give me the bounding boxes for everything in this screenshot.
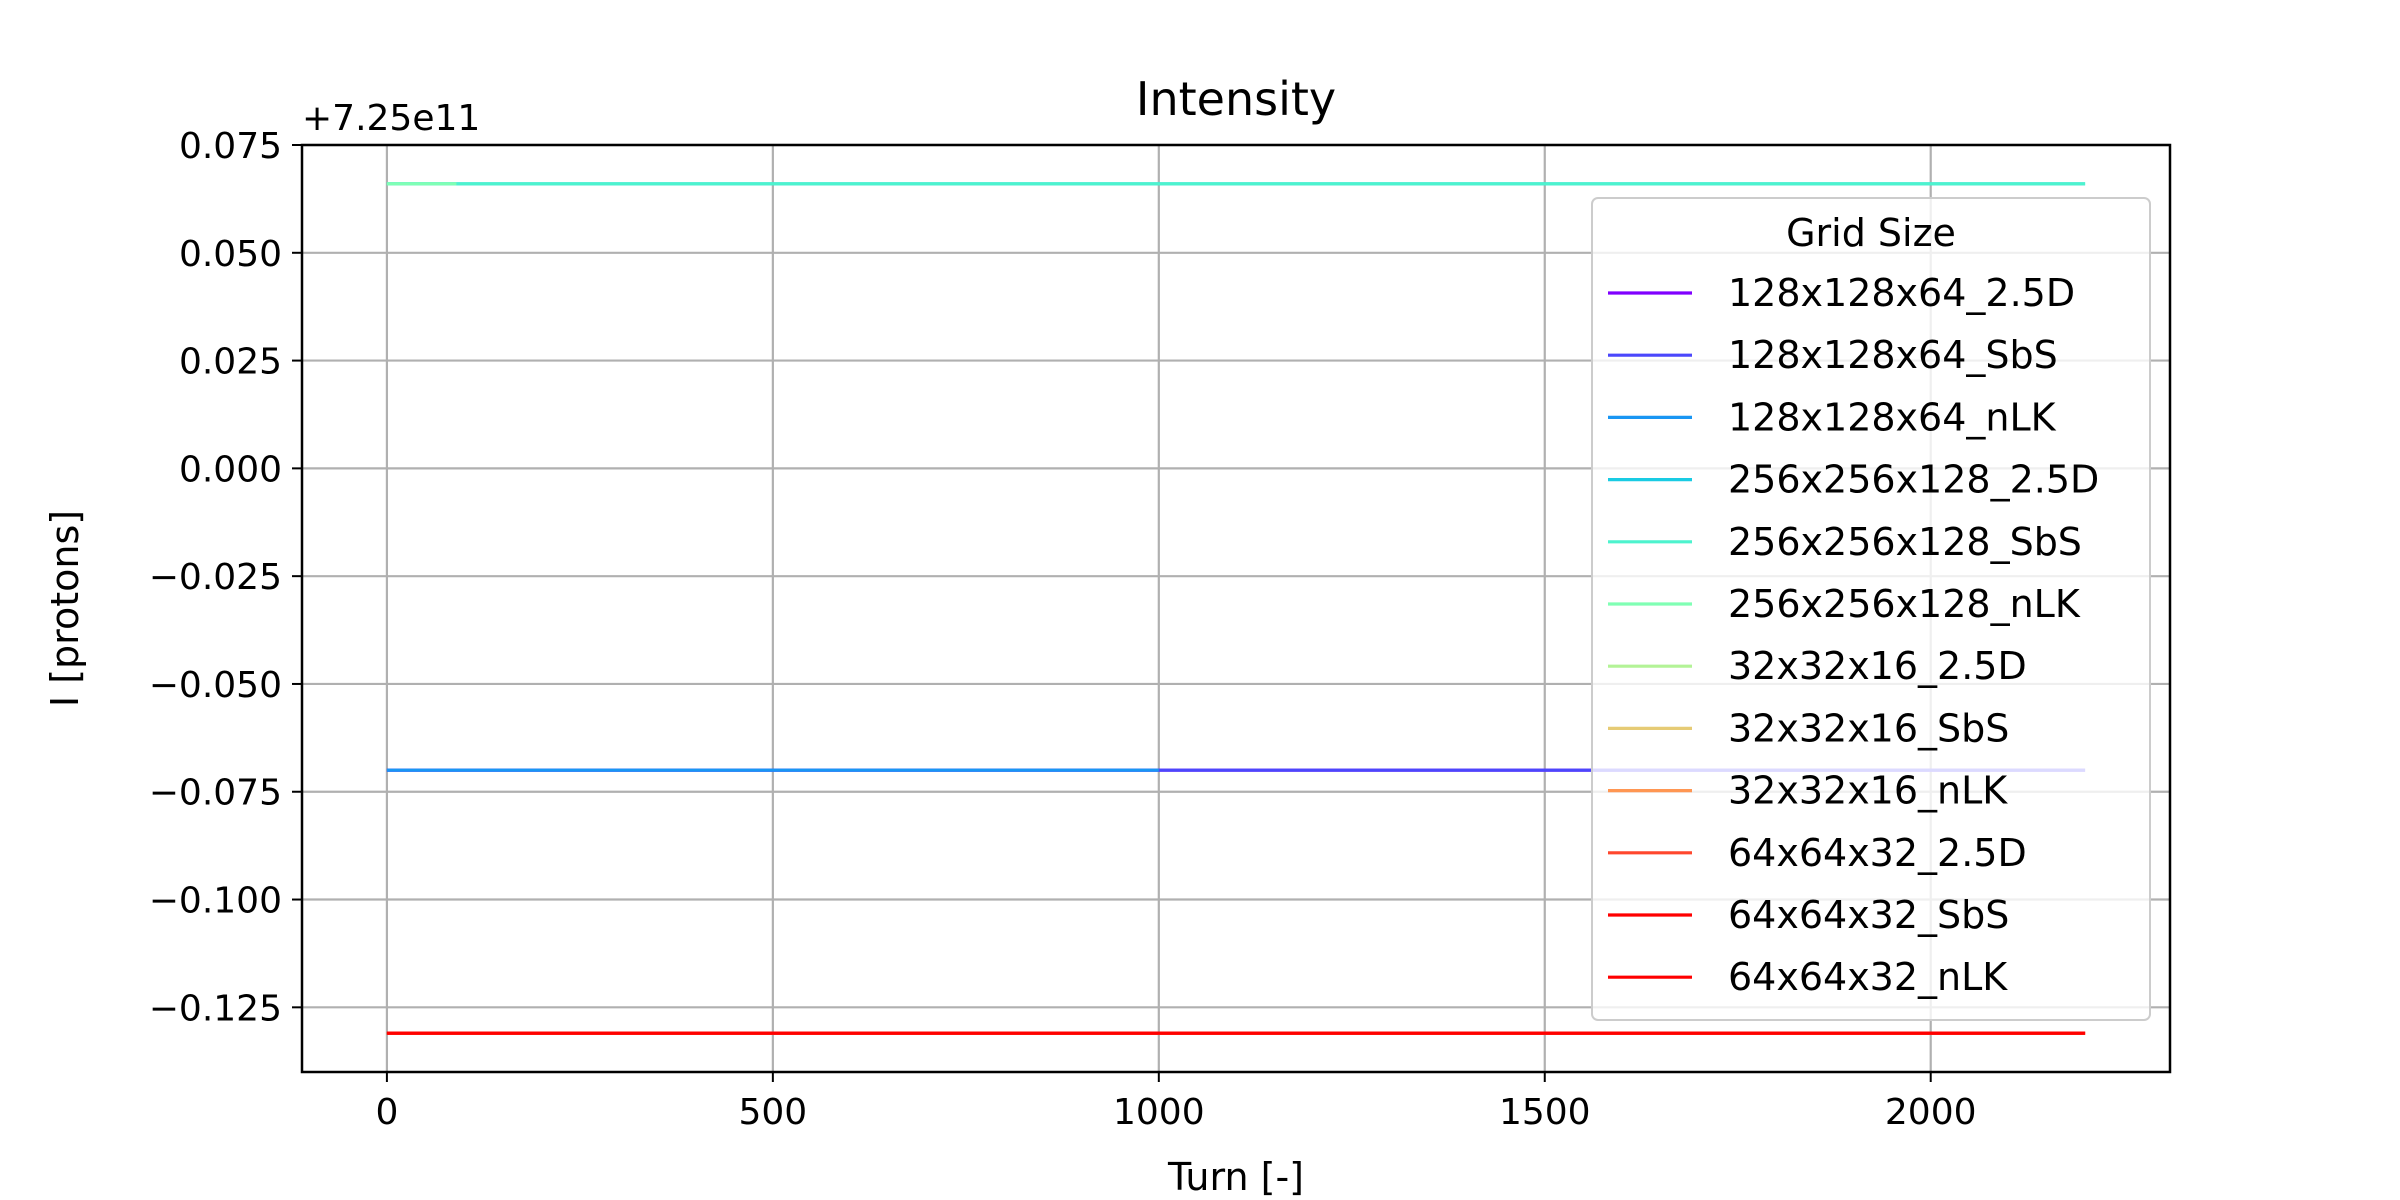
legend-title: Grid Size [1786,211,1956,255]
legend-label: 128x128x64_2.5D [1728,271,2075,315]
legend-item: 32x32x16_nLK [1608,769,2008,813]
legend-item: 128x128x64_2.5D [1608,271,2075,315]
y-tick-label: −0.100 [149,881,282,922]
legend-label: 256x256x128_2.5D [1728,458,2099,502]
legend-item: 64x64x32_nLK [1608,955,2008,999]
legend-item: 32x32x16_SbS [1608,706,2009,750]
y-axis-offset-label: +7.25e11 [302,98,480,139]
legend-label: 64x64x32_SbS [1728,893,2009,937]
x-axis-ticks: 0 500 1000 1500 2000 [375,1072,1977,1133]
y-axis-label: I [protons] [43,510,87,707]
legend-label: 32x32x16_nLK [1728,769,2008,813]
y-tick-label: −0.025 [149,557,282,598]
legend-item: 64x64x32_SbS [1608,893,2009,937]
y-tick-label: 0.025 [179,342,282,383]
x-tick-label: 1500 [1499,1092,1591,1133]
x-tick-label: 500 [739,1092,808,1133]
x-tick-label: 1000 [1113,1092,1205,1133]
legend-label: 64x64x32_nLK [1728,955,2008,999]
x-tick-label: 2000 [1885,1092,1977,1133]
legend-label: 128x128x64_SbS [1728,333,2058,377]
legend-item: 256x256x128_nLK [1608,582,2081,626]
legend-item: 128x128x64_SbS [1608,333,2058,377]
y-axis-ticks: 0.075 0.050 0.025 0.000 −0.025 −0.050 −0.075 −0… [149,126,302,1029]
y-tick-label: 0.075 [179,126,282,167]
y-tick-label: −0.050 [149,665,282,706]
y-tick-label: −0.125 [149,988,282,1029]
x-axis-label: Turn [-] [1167,1155,1304,1199]
legend-items: 128x128x64_2.5D 128x128x64_SbS 128x128x64_… [1608,271,2099,999]
legend-item: 256x256x128_2.5D [1608,458,2099,502]
legend-box [1591,197,2151,1021]
series-lines [386,182,2086,1035]
legend-label: 64x64x32_2.5D [1728,831,2027,875]
legend-label: 32x32x16_SbS [1728,706,2009,750]
legend-label: 128x128x64_nLK [1728,395,2057,439]
y-tick-label: −0.075 [149,773,282,814]
legend-label: 256x256x128_SbS [1728,520,2082,564]
legend-label: 256x256x128_nLK [1728,582,2081,626]
y-tick-label: 0.050 [179,234,282,275]
legend-label: 32x32x16_2.5D [1728,644,2027,688]
chart-title: Intensity [1136,72,1336,126]
legend-item: 256x256x128_SbS [1608,520,2082,564]
plot-frame [300,143,2172,1074]
legend-item: 32x32x16_2.5D [1608,644,2027,688]
y-tick-label: 0.000 [179,449,282,490]
legend-item: 64x64x32_2.5D [1608,831,2027,875]
legend: Grid Size 128x128x64_2.5D128x128x64_SbS1… [1591,197,2151,1021]
legend-item: 128x128x64_nLK [1608,395,2057,439]
x-tick-label: 0 [375,1092,398,1133]
